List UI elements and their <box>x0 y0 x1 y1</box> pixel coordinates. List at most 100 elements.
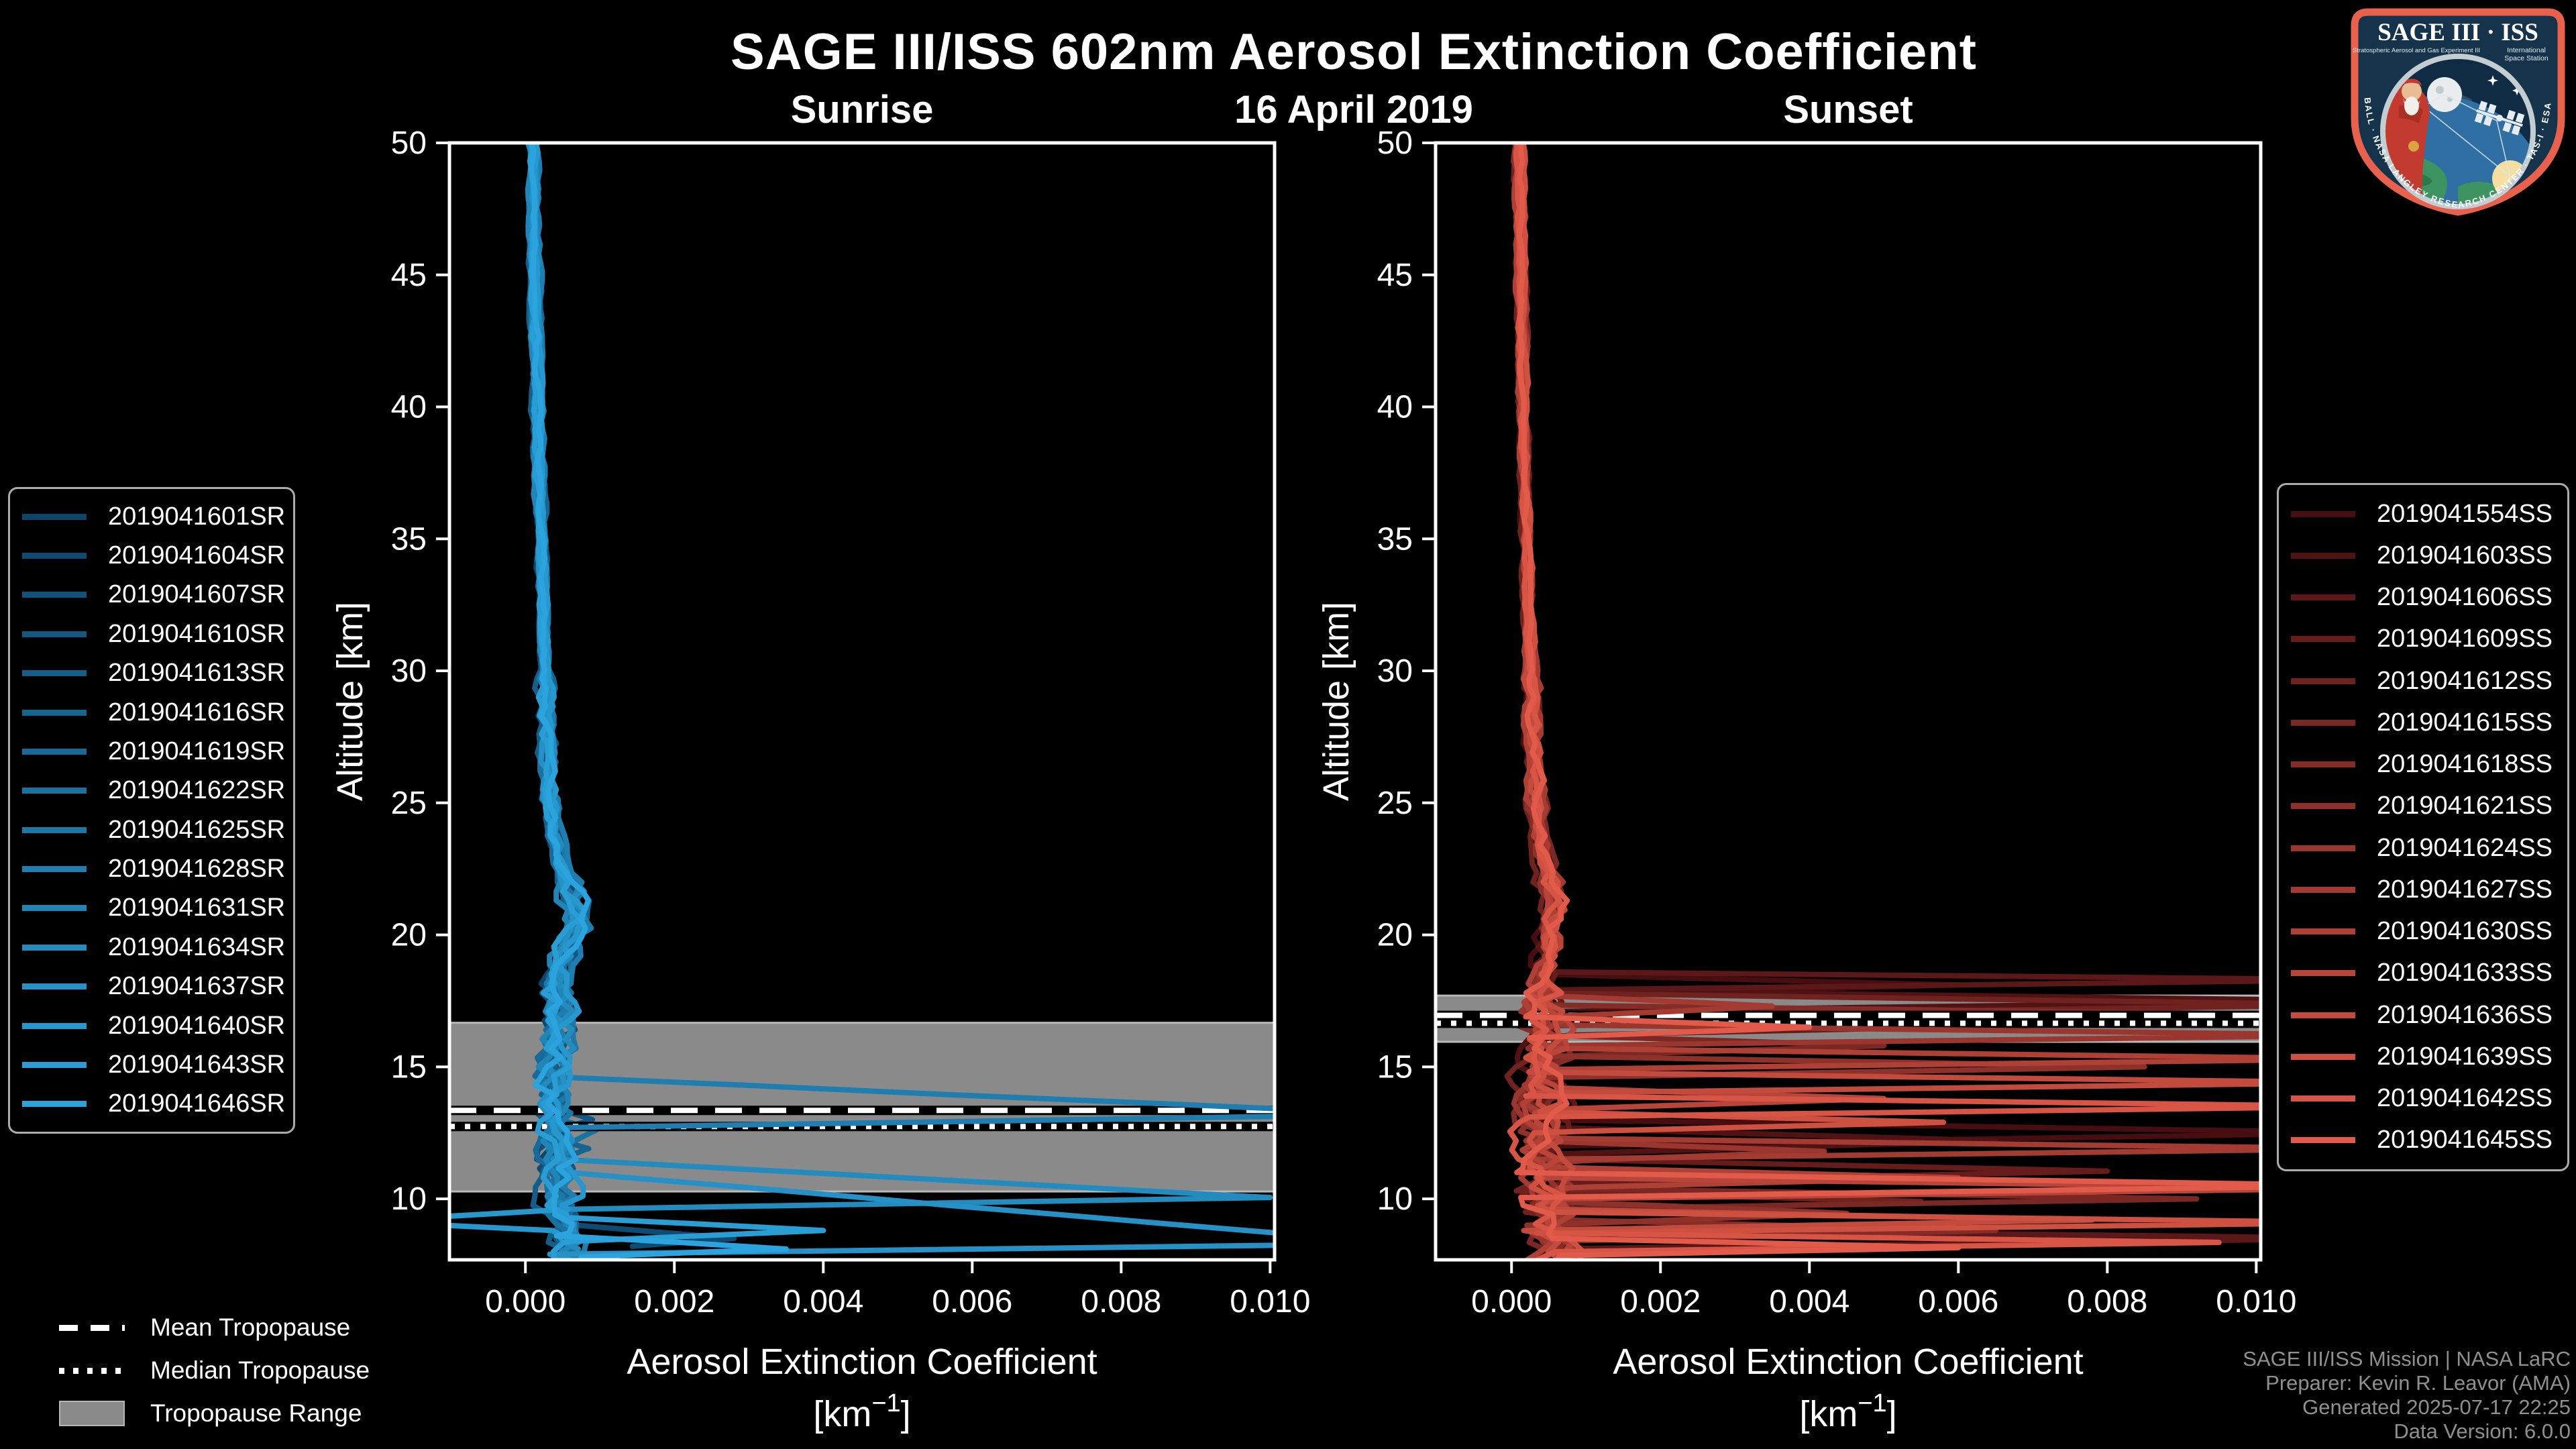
legend-entry-sunset: 2019041606SS <box>2291 583 2555 612</box>
legend-line-sample-icon <box>2291 636 2355 643</box>
legend-event-id: 2019041603SS <box>2377 541 2553 570</box>
legend-entry-sunset: 2019041603SS <box>2291 541 2555 570</box>
legend-event-id: 2019041607SR <box>108 580 286 609</box>
median-tropopause-dotted-line-icon <box>59 1367 125 1374</box>
credits-mission: SAGE III/ISS Mission | NASA LaRC <box>2243 1347 2571 1371</box>
x-axis-unit: [km−1] <box>813 1389 910 1434</box>
legend-event-id: 2019041554SS <box>2377 499 2553 528</box>
legend-entry-sunrise: 2019041607SR <box>22 580 285 609</box>
legend-line-sample-icon <box>22 826 87 833</box>
legend-event-id: 2019041621SS <box>2377 792 2553 820</box>
legend-entry-sunset: 2019041624SS <box>2291 834 2555 863</box>
legend-event-id: 2019041645SS <box>2377 1126 2553 1155</box>
legend-entry-sunrise: 2019041601SR <box>22 502 285 531</box>
x-axis-label: Aerosol Extinction Coefficient <box>1613 1342 2083 1382</box>
legend-event-id: 2019041633SS <box>2377 959 2553 987</box>
x-tick-label: 0.000 <box>485 1284 566 1320</box>
legend-entry-sunrise: 2019041634SR <box>22 933 285 962</box>
y-tick-label: 25 <box>391 786 427 821</box>
patch-title: SAGE III · ISS <box>2377 19 2538 46</box>
x-tick-label: 0.002 <box>1620 1284 1701 1320</box>
legend-entry-sunrise: 2019041616SR <box>22 698 285 727</box>
legend-line-sample-icon <box>22 670 87 677</box>
legend-entry-sunrise: 2019041613SR <box>22 659 285 688</box>
legend-line-sample-icon <box>22 905 87 912</box>
legend-entry-sunrise: 2019041610SR <box>22 620 285 649</box>
legend-event-id: 2019041627SS <box>2377 875 2553 904</box>
tropopause-legend-range-row: Tropopause Range <box>59 1398 370 1429</box>
legend-line-sample-icon <box>2291 1095 2355 1102</box>
legend-line-sample-icon <box>22 1022 87 1029</box>
tropopause-range-label: Tropopause Range <box>150 1399 362 1427</box>
y-tick-label: 15 <box>391 1049 427 1085</box>
patch-subtitle-left: Stratospheric Aerosol and Gas Experiment… <box>2353 47 2480 54</box>
y-tick-label: 10 <box>1377 1181 1413 1217</box>
legend-entry-sunset: 2019041554SS <box>2291 500 2555 529</box>
y-axis-label: Altitude [km] <box>1316 602 1356 801</box>
panel-title-sunset: Sunset <box>1783 88 1913 131</box>
legend-entry-sunset: 2019041636SS <box>2291 1001 2555 1030</box>
legend-event-id: 2019041642SS <box>2377 1084 2553 1113</box>
y-tick-label: 50 <box>391 125 427 161</box>
mean-tropopause-label: Mean Tropopause <box>150 1313 351 1341</box>
x-tick-label: 0.002 <box>634 1284 714 1320</box>
tropopause-legend-median-row: Median Tropopause <box>59 1355 370 1386</box>
legend-event-id: 2019041637SR <box>108 972 286 1001</box>
x-tick-label: 0.006 <box>1918 1284 1998 1320</box>
axes-frame <box>447 141 1277 1262</box>
orbit-ring <box>2380 54 2536 209</box>
profile-line-2019041645SS <box>1514 143 2261 1260</box>
legend-event-id: 2019041631SR <box>108 894 286 922</box>
panel-sunset: 0.000 0.002 0.004 0.006 0.008 0.010 10 15 20 25 30… <box>1316 125 2296 1434</box>
legend-entry-sunrise: 2019041646SR <box>22 1089 285 1118</box>
mean-tropopause-dashed-line-icon <box>59 1324 125 1331</box>
panel-title-sunrise: Sunrise <box>790 88 934 131</box>
x-tick-label: 0.000 <box>1471 1284 1552 1320</box>
legend-entry-sunrise: 2019041631SR <box>22 894 285 922</box>
legend-event-id: 2019041646SR <box>108 1089 286 1118</box>
y-tick-label: 35 <box>1377 521 1413 557</box>
legend-event-id: 2019041643SR <box>108 1050 286 1079</box>
credits-block: SAGE III/ISS Mission | NASA LaRC Prepare… <box>2243 1347 2571 1444</box>
median-tropopause-label: Median Tropopause <box>150 1356 370 1384</box>
legend-entry-sunrise: 2019041637SR <box>22 972 285 1001</box>
legend-line-sample-icon <box>22 1061 87 1068</box>
legend-line-sample-icon <box>2291 928 2355 935</box>
legend-line-sample-icon <box>22 944 87 951</box>
patch-scene <box>2383 56 2533 207</box>
legend-entry-sunset: 2019041633SS <box>2291 959 2555 987</box>
patch-subtitle-right-2: Space Station <box>2504 54 2548 62</box>
x-tick-label: 0.004 <box>1769 1284 1849 1320</box>
profile-line-2019041646SR <box>528 143 789 1260</box>
y-tick-label: 30 <box>1377 653 1413 689</box>
legend-line-sample-icon <box>22 788 87 794</box>
legend-line-sample-icon <box>22 983 87 990</box>
y-tick-label: 40 <box>1377 390 1413 425</box>
legend-line-sample-icon <box>22 631 87 637</box>
legend-event-id: 2019041612SS <box>2377 666 2553 695</box>
moon-crater <box>2436 86 2444 94</box>
legend-entry-sunrise: 2019041604SR <box>22 541 285 570</box>
credits-preparer: Preparer: Kevin R. Leavor (AMA) <box>2265 1371 2571 1395</box>
legend-event-id: 2019041639SS <box>2377 1042 2553 1071</box>
sage-iss-mission-patch-logo: SAGE III · ISS Stratospheric Aerosol and… <box>2351 8 2565 216</box>
legend-entry-sunset: 2019041645SS <box>2291 1126 2555 1155</box>
legend-line-sample-icon <box>22 866 87 873</box>
y-tick-label: 45 <box>1377 258 1413 293</box>
legend-event-id: 2019041619SR <box>108 737 286 765</box>
legend-entry-sunset: 2019041642SS <box>2291 1084 2555 1113</box>
legend-line-sample-icon <box>22 513 87 520</box>
legend-line-sample-icon <box>22 592 87 598</box>
tropopause-legend-mean-row: Mean Tropopause <box>59 1312 370 1343</box>
y-tick-label: 15 <box>1377 1049 1413 1085</box>
legend-entry-sunrise: 2019041643SR <box>22 1051 285 1079</box>
tropopause-legend: Mean Tropopause Median Tropopause Tropop… <box>59 1312 370 1429</box>
legend-event-id: 2019041624SS <box>2377 833 2553 862</box>
legend-line-sample-icon <box>2291 970 2355 977</box>
credits-generated: Generated 2025-07-17 22:25 <box>2302 1395 2571 1419</box>
legend-event-id: 2019041613SR <box>108 659 286 688</box>
legend-event-id: 2019041604SR <box>108 541 286 570</box>
legend-entry-sunrise: 2019041619SR <box>22 737 285 766</box>
legend-event-id: 2019041601SR <box>108 502 286 531</box>
